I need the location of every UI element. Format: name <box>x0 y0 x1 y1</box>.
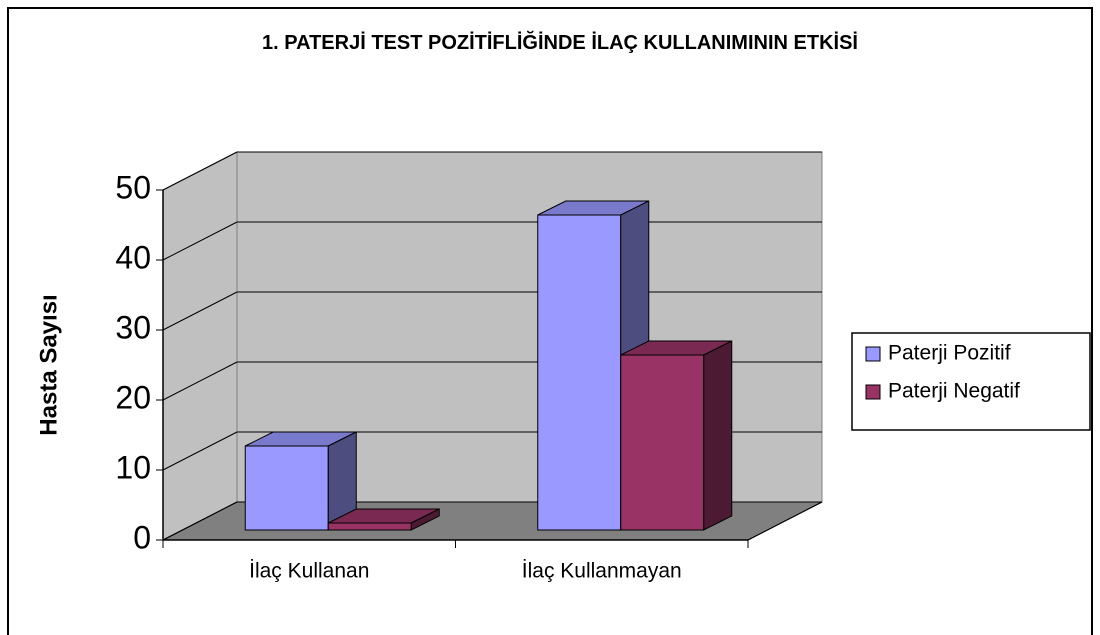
legend-label: Paterji Pozitif <box>888 342 1011 365</box>
grid-line <box>162 431 238 471</box>
legend-label: Paterji Negatif <box>888 380 1020 403</box>
legend-swatch <box>865 346 881 362</box>
chart-title: 1. PATERJİ TEST POZİTİFLİĞİNDE İLAÇ KULL… <box>262 32 858 54</box>
bar <box>244 445 329 531</box>
grid-line <box>162 361 238 401</box>
y-tick-label: 30 <box>115 309 151 345</box>
grid-line <box>162 221 238 261</box>
bar-side <box>703 340 733 531</box>
legend-box <box>851 332 1091 431</box>
y-tick-label: 20 <box>115 379 151 415</box>
x-tick-label: İlaç Kullanan <box>249 560 369 583</box>
grid-line <box>162 501 238 541</box>
y-tick-label: 40 <box>115 239 151 275</box>
bar <box>327 522 412 531</box>
y-tick-label: 10 <box>115 449 151 485</box>
bar <box>620 354 705 531</box>
y-axis-label: Hasta Sayısı <box>35 294 62 435</box>
floor-edge <box>747 501 823 541</box>
bar <box>537 214 622 531</box>
x-tick-label: İlaç Kullanmayan <box>522 560 682 583</box>
grid-line <box>162 151 238 191</box>
y-tick-label: 50 <box>115 169 151 205</box>
grid-line <box>162 291 238 331</box>
y-tick-label: 0 <box>133 519 151 555</box>
side-wall <box>162 151 238 541</box>
legend-swatch <box>865 384 881 400</box>
bar-side <box>410 508 440 531</box>
